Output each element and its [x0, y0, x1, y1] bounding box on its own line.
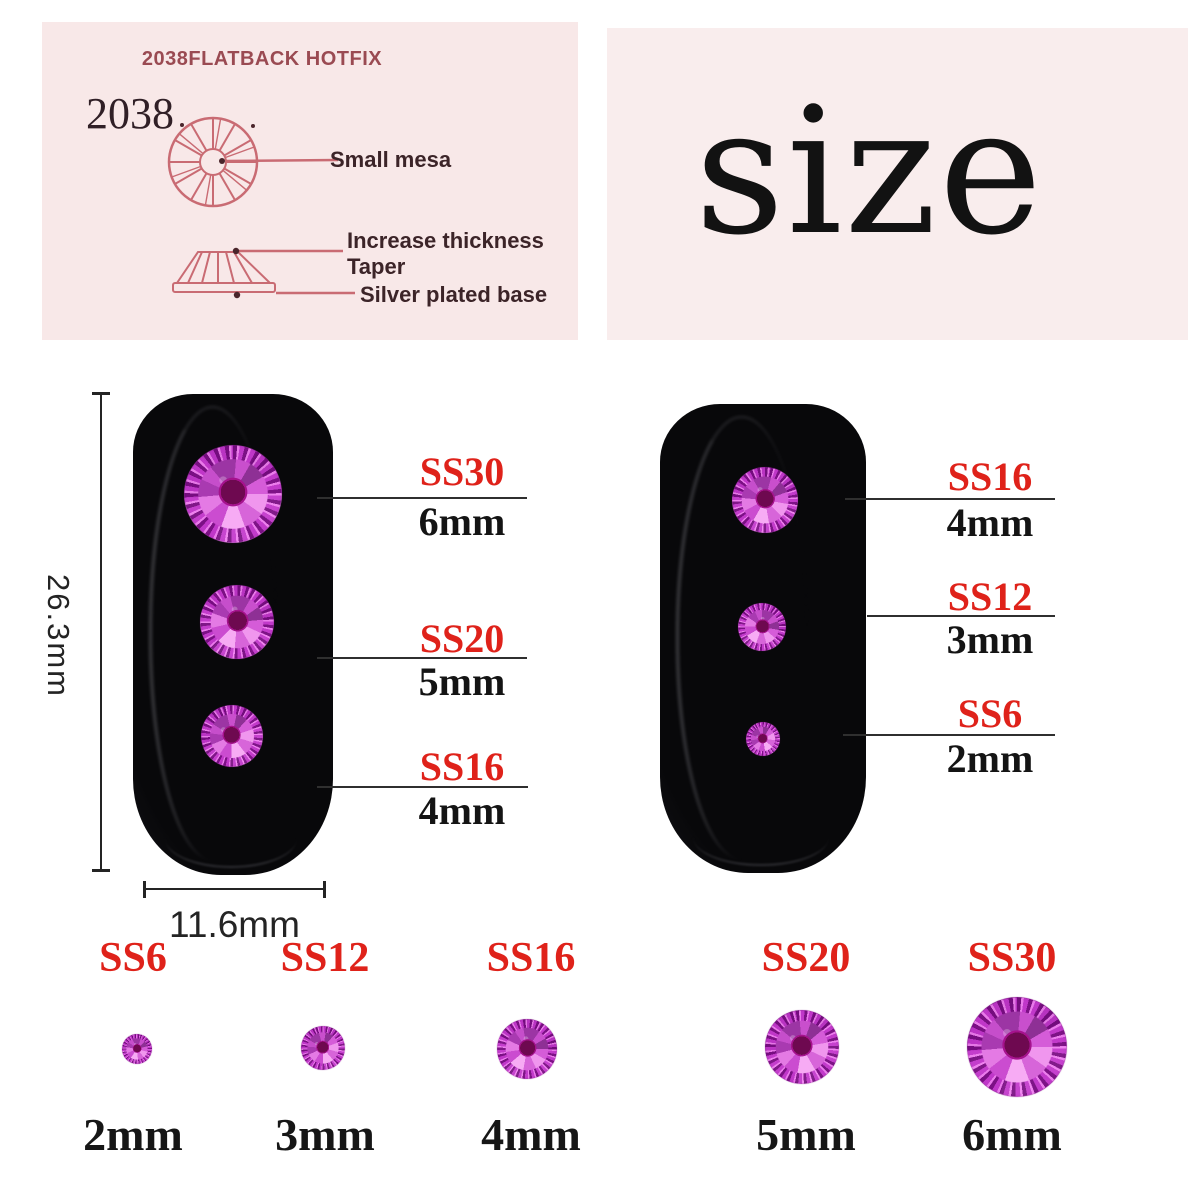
height-dimension-line [92, 392, 110, 872]
label-increase-thickness: Increase thickness [347, 228, 544, 253]
callout-ss: SS20 [419, 616, 505, 661]
leader-line [867, 615, 1055, 617]
callout-ss: SS16 [419, 744, 505, 789]
width-dimension-line [143, 881, 326, 898]
callout-ss: SS16 [947, 454, 1033, 499]
callout-ss: SS12 [947, 574, 1033, 619]
leader-line [845, 498, 1055, 500]
label-silver-base: Silver plated base [360, 282, 548, 307]
row-ss-label: SS6 [99, 935, 167, 981]
rhinestone-ss6 [118, 1030, 156, 1068]
spec-title: 2038FLATBACK HOTFIX [141, 48, 383, 70]
leader-line [317, 657, 527, 659]
callout-mm: 6mm [418, 499, 506, 544]
rhinestone-ss12 [294, 1019, 352, 1077]
callout-mm: 4mm [946, 500, 1034, 545]
spec-panel: 2038FLATBACK HOTFIX 2038 Small mesa Incr… [42, 22, 578, 340]
leader-line [317, 497, 527, 499]
row-mm-label: 4mm [481, 1109, 581, 1160]
size-panel: size [607, 28, 1188, 340]
width-dimension-label: 11.6mm [169, 904, 300, 945]
model-number: 2038 [86, 89, 174, 138]
leader-line [317, 786, 528, 788]
callout-mm: 2mm [946, 736, 1034, 781]
row-ss-label: SS16 [486, 935, 576, 981]
row-ss-label: SS20 [761, 935, 851, 981]
row-mm-label: 5mm [756, 1109, 856, 1160]
flatback-diagram [167, 116, 355, 299]
callout-ss: SS30 [419, 449, 505, 494]
diagram-dots [180, 123, 255, 299]
row-mm-label: 6mm [962, 1109, 1062, 1160]
rhinestone-ss20 [759, 1004, 845, 1090]
row-mm-label: 3mm [275, 1109, 375, 1160]
size-headline: size [694, 70, 1045, 274]
callout-mm: 5mm [418, 659, 506, 704]
rhinestone-ss30 [967, 997, 1067, 1097]
label-taper: Taper [347, 254, 406, 279]
callout-mm: 3mm [946, 617, 1034, 662]
row-ss-label: SS30 [967, 935, 1057, 981]
callout-ss: SS6 [957, 691, 1023, 736]
callout-mm: 4mm [418, 788, 506, 833]
rhinestone-ss30 [184, 445, 282, 543]
leader-line [843, 734, 1055, 736]
row-ss-label: SS12 [280, 935, 370, 981]
label-small-mesa: Small mesa [330, 147, 452, 172]
height-dimension-label: 26.3mm [41, 574, 76, 698]
row-mm-label: 2mm [83, 1109, 183, 1160]
rhinestone-ss16 [486, 1008, 568, 1090]
